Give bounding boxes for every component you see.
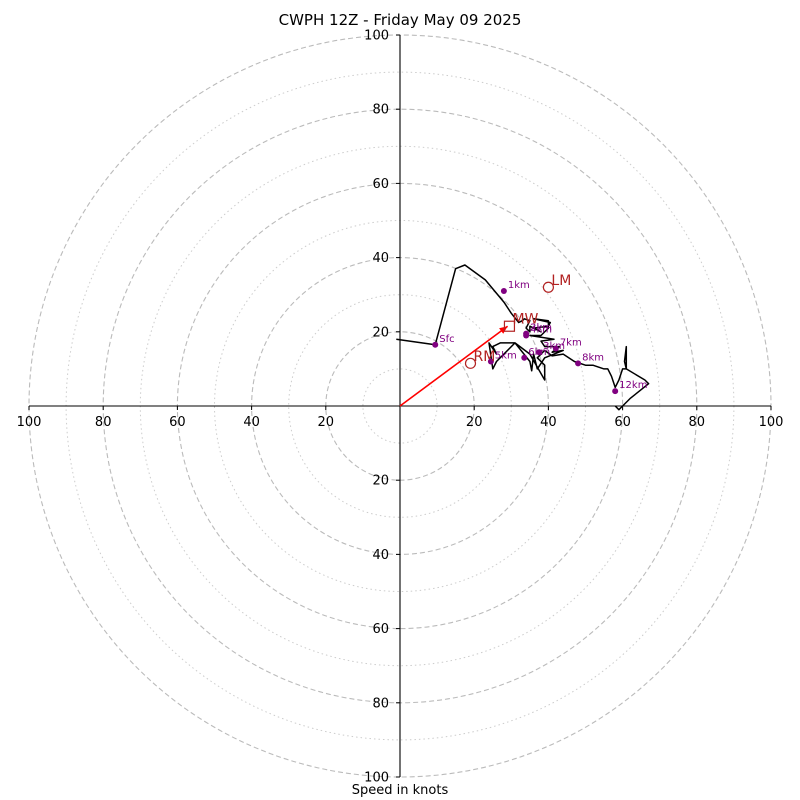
height-point-6km <box>521 354 528 361</box>
height-label-8km: 8km <box>582 352 604 363</box>
height-point-4km <box>523 332 530 339</box>
height-label-2km: 2km <box>530 323 552 334</box>
rm-marker <box>464 357 477 369</box>
height-label-6km: 6km <box>528 347 550 358</box>
storm-markers: RM LM MW <box>464 273 571 369</box>
height-label-sfc: Sfc <box>439 334 454 345</box>
x-tick-label: 20 <box>318 415 335 430</box>
height-point-sfc <box>432 341 439 348</box>
hodograph-trace <box>396 264 650 411</box>
height-label-4km: 4km <box>530 325 552 336</box>
x-tick-label: 60 <box>169 415 186 430</box>
lm-label: LM <box>551 273 571 289</box>
storm-motion-vector <box>399 325 509 407</box>
x-tick-label: 40 <box>540 415 557 430</box>
height-label-12km: 12km <box>619 380 647 391</box>
height-label-7km: 7km <box>560 337 582 348</box>
lm-marker <box>542 281 555 293</box>
chart-title: CWPH 12Z - Friday May 09 2025 <box>278 11 522 29</box>
mw-marker <box>503 320 516 332</box>
x-tick-label: 60 <box>614 415 631 430</box>
height-points: Sfc1km2km3km4km5km6km7km8km12km <box>432 280 647 395</box>
y-tick-label: 60 <box>372 622 389 637</box>
y-tick-label: 20 <box>372 474 389 489</box>
x-tick-label: 40 <box>243 415 260 430</box>
height-point-1km <box>500 287 507 294</box>
height-point-3km <box>536 349 543 356</box>
y-tick-label: 100 <box>364 771 389 786</box>
y-tick-label: 60 <box>372 177 389 192</box>
x-tick-label: 20 <box>466 415 483 430</box>
y-tick-label: 100 <box>364 29 389 44</box>
x-tick-label: 80 <box>95 415 112 430</box>
height-point-12km <box>612 388 619 395</box>
y-tick-label: 80 <box>372 103 389 118</box>
x-axis-label: Speed in knots <box>351 783 449 798</box>
height-point-5km <box>487 358 494 365</box>
wind-trace <box>396 264 650 411</box>
height-point-7km <box>552 345 559 352</box>
rm-label: RM <box>473 349 495 365</box>
x-tick-label: 100 <box>759 415 784 430</box>
x-tick-label: 80 <box>689 415 706 430</box>
mw-label: MW <box>512 312 538 328</box>
y-tick-label: 20 <box>372 325 389 340</box>
x-tick-label: 100 <box>17 415 42 430</box>
y-tick-label: 40 <box>372 548 389 563</box>
storm-vector-arrowhead <box>499 326 508 334</box>
y-tick-label: 40 <box>372 251 389 266</box>
storm-vector-line <box>399 325 509 407</box>
axis-tick-labels: 100 80 60 40 20 20 40 60 80 100 100 80 60 40 20 20 40 60 8… <box>17 29 784 786</box>
height-label-1km: 1km <box>508 280 530 291</box>
height-label-5km: 5km <box>495 350 517 361</box>
height-point-8km <box>575 360 582 367</box>
y-tick-label: 80 <box>372 696 389 711</box>
